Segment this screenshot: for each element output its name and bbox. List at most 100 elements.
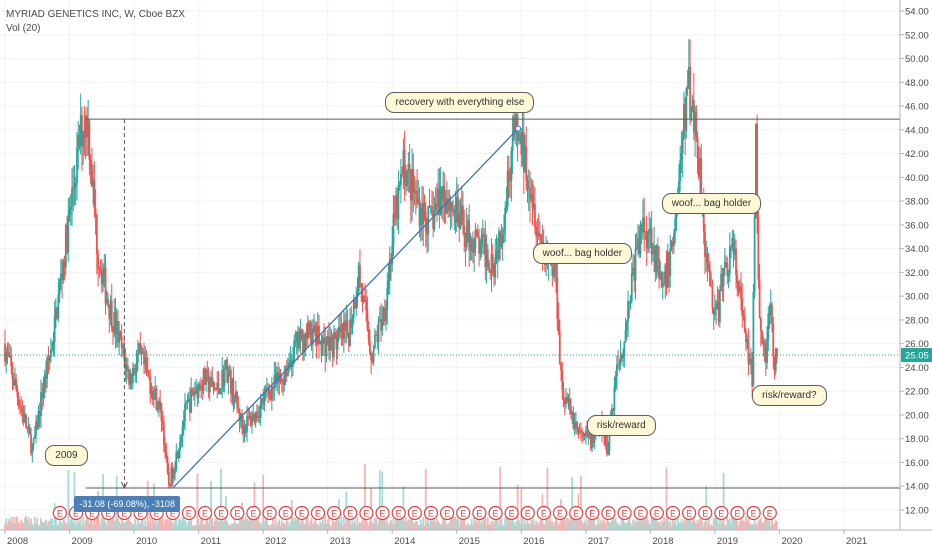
volume-bar bbox=[670, 525, 673, 530]
candle-body bbox=[774, 348, 777, 372]
candle-body bbox=[337, 327, 340, 337]
candle-body bbox=[57, 294, 60, 319]
volume-bar bbox=[488, 524, 490, 530]
candle-body bbox=[362, 295, 365, 302]
volume-bar bbox=[329, 525, 332, 530]
candle-body bbox=[84, 115, 87, 138]
volume-bar bbox=[295, 519, 298, 530]
candle-body bbox=[402, 150, 405, 174]
candle-body bbox=[663, 282, 665, 284]
earnings-marker-label: E bbox=[105, 509, 111, 519]
volume-bar bbox=[215, 518, 217, 530]
candle-body bbox=[340, 324, 343, 333]
volume-bar bbox=[612, 516, 615, 530]
candle-body bbox=[350, 319, 353, 328]
volume-bar bbox=[377, 521, 380, 530]
candle-body bbox=[326, 336, 329, 346]
annotation-callout[interactable]: risk/reward? bbox=[752, 385, 827, 407]
annotation-callout[interactable]: 2009 bbox=[45, 444, 88, 466]
candle-body bbox=[712, 308, 715, 315]
candle-body bbox=[556, 277, 559, 319]
volume-bar bbox=[26, 520, 29, 530]
candle-body bbox=[668, 252, 670, 277]
volume-bar bbox=[671, 517, 674, 530]
volume-bar bbox=[57, 524, 60, 530]
y-tick-label: 46.00 bbox=[905, 102, 929, 113]
candle-body bbox=[696, 136, 699, 159]
candle-body bbox=[644, 231, 647, 233]
candle-body bbox=[10, 355, 13, 367]
volume-bar bbox=[768, 518, 771, 530]
volume-bar bbox=[231, 523, 234, 530]
candle-body bbox=[557, 318, 560, 332]
candle-body bbox=[465, 227, 468, 248]
candle-body bbox=[7, 352, 10, 357]
candle-body bbox=[228, 370, 231, 372]
annotation-callout[interactable]: woof... bag holder bbox=[661, 192, 762, 214]
volume-bar bbox=[357, 523, 360, 530]
annotation-callout[interactable]: risk/reward bbox=[586, 415, 656, 437]
candle-body bbox=[416, 190, 418, 203]
volume-bar bbox=[340, 517, 343, 530]
volume-bar bbox=[301, 520, 304, 530]
volume-bar bbox=[360, 522, 363, 530]
candle-body bbox=[579, 430, 582, 432]
candle-body bbox=[711, 286, 714, 309]
volume-bar bbox=[534, 524, 536, 530]
candle-body bbox=[265, 388, 268, 390]
volume-bar bbox=[128, 519, 131, 530]
volume-bar bbox=[303, 524, 306, 530]
candle-body bbox=[718, 290, 721, 323]
candle-body bbox=[660, 272, 663, 288]
candle-body bbox=[359, 264, 361, 284]
candle-body bbox=[686, 88, 689, 90]
candle-body bbox=[748, 363, 751, 365]
candle-body bbox=[231, 378, 234, 394]
annotation-callout[interactable]: recovery with everything else bbox=[385, 91, 535, 113]
volume-bar bbox=[300, 517, 303, 530]
y-tick-label: 26.00 bbox=[905, 339, 929, 350]
candle-body bbox=[117, 321, 119, 343]
volume-bar bbox=[341, 525, 344, 530]
volume-bar bbox=[591, 517, 593, 530]
volume-bar bbox=[660, 520, 663, 530]
candle-body bbox=[558, 331, 561, 364]
volume-bar bbox=[359, 521, 361, 530]
volume-bar bbox=[196, 473, 199, 530]
candle-body bbox=[464, 236, 467, 248]
y-tick-label: 32.00 bbox=[905, 268, 929, 279]
volume-bar bbox=[436, 518, 438, 530]
x-tick-label: 2012 bbox=[265, 536, 286, 547]
volume-bar bbox=[469, 524, 472, 530]
volume-bar bbox=[81, 525, 83, 530]
volume-bar bbox=[656, 522, 659, 530]
candle-body bbox=[757, 217, 760, 280]
volume-bar bbox=[274, 517, 277, 530]
volume-bar bbox=[665, 467, 668, 530]
volume-bar bbox=[617, 525, 620, 530]
candle-body bbox=[252, 413, 255, 422]
annotation-callout[interactable]: woof... bag holder bbox=[532, 242, 633, 264]
volume-bar bbox=[725, 525, 727, 530]
candle-body bbox=[159, 400, 162, 404]
volume-bar bbox=[223, 518, 226, 530]
candle-body bbox=[501, 234, 504, 244]
earnings-marker-label: E bbox=[460, 509, 466, 519]
volume-bar bbox=[11, 522, 14, 530]
volume-bar bbox=[305, 517, 308, 530]
candle-body bbox=[347, 333, 350, 346]
volume-bar bbox=[273, 524, 276, 530]
volume-bar bbox=[58, 516, 61, 530]
candle-body bbox=[568, 399, 571, 406]
candle-body bbox=[145, 357, 148, 370]
volume-bar bbox=[613, 519, 616, 530]
volume-bar bbox=[232, 523, 235, 530]
candle-body bbox=[733, 248, 736, 255]
candle-body bbox=[714, 308, 716, 315]
y-axis-bg bbox=[900, 0, 932, 550]
volume-bar bbox=[264, 516, 267, 530]
volume-bar bbox=[94, 524, 97, 530]
candle-body bbox=[469, 250, 472, 251]
volume-bar bbox=[210, 480, 212, 530]
